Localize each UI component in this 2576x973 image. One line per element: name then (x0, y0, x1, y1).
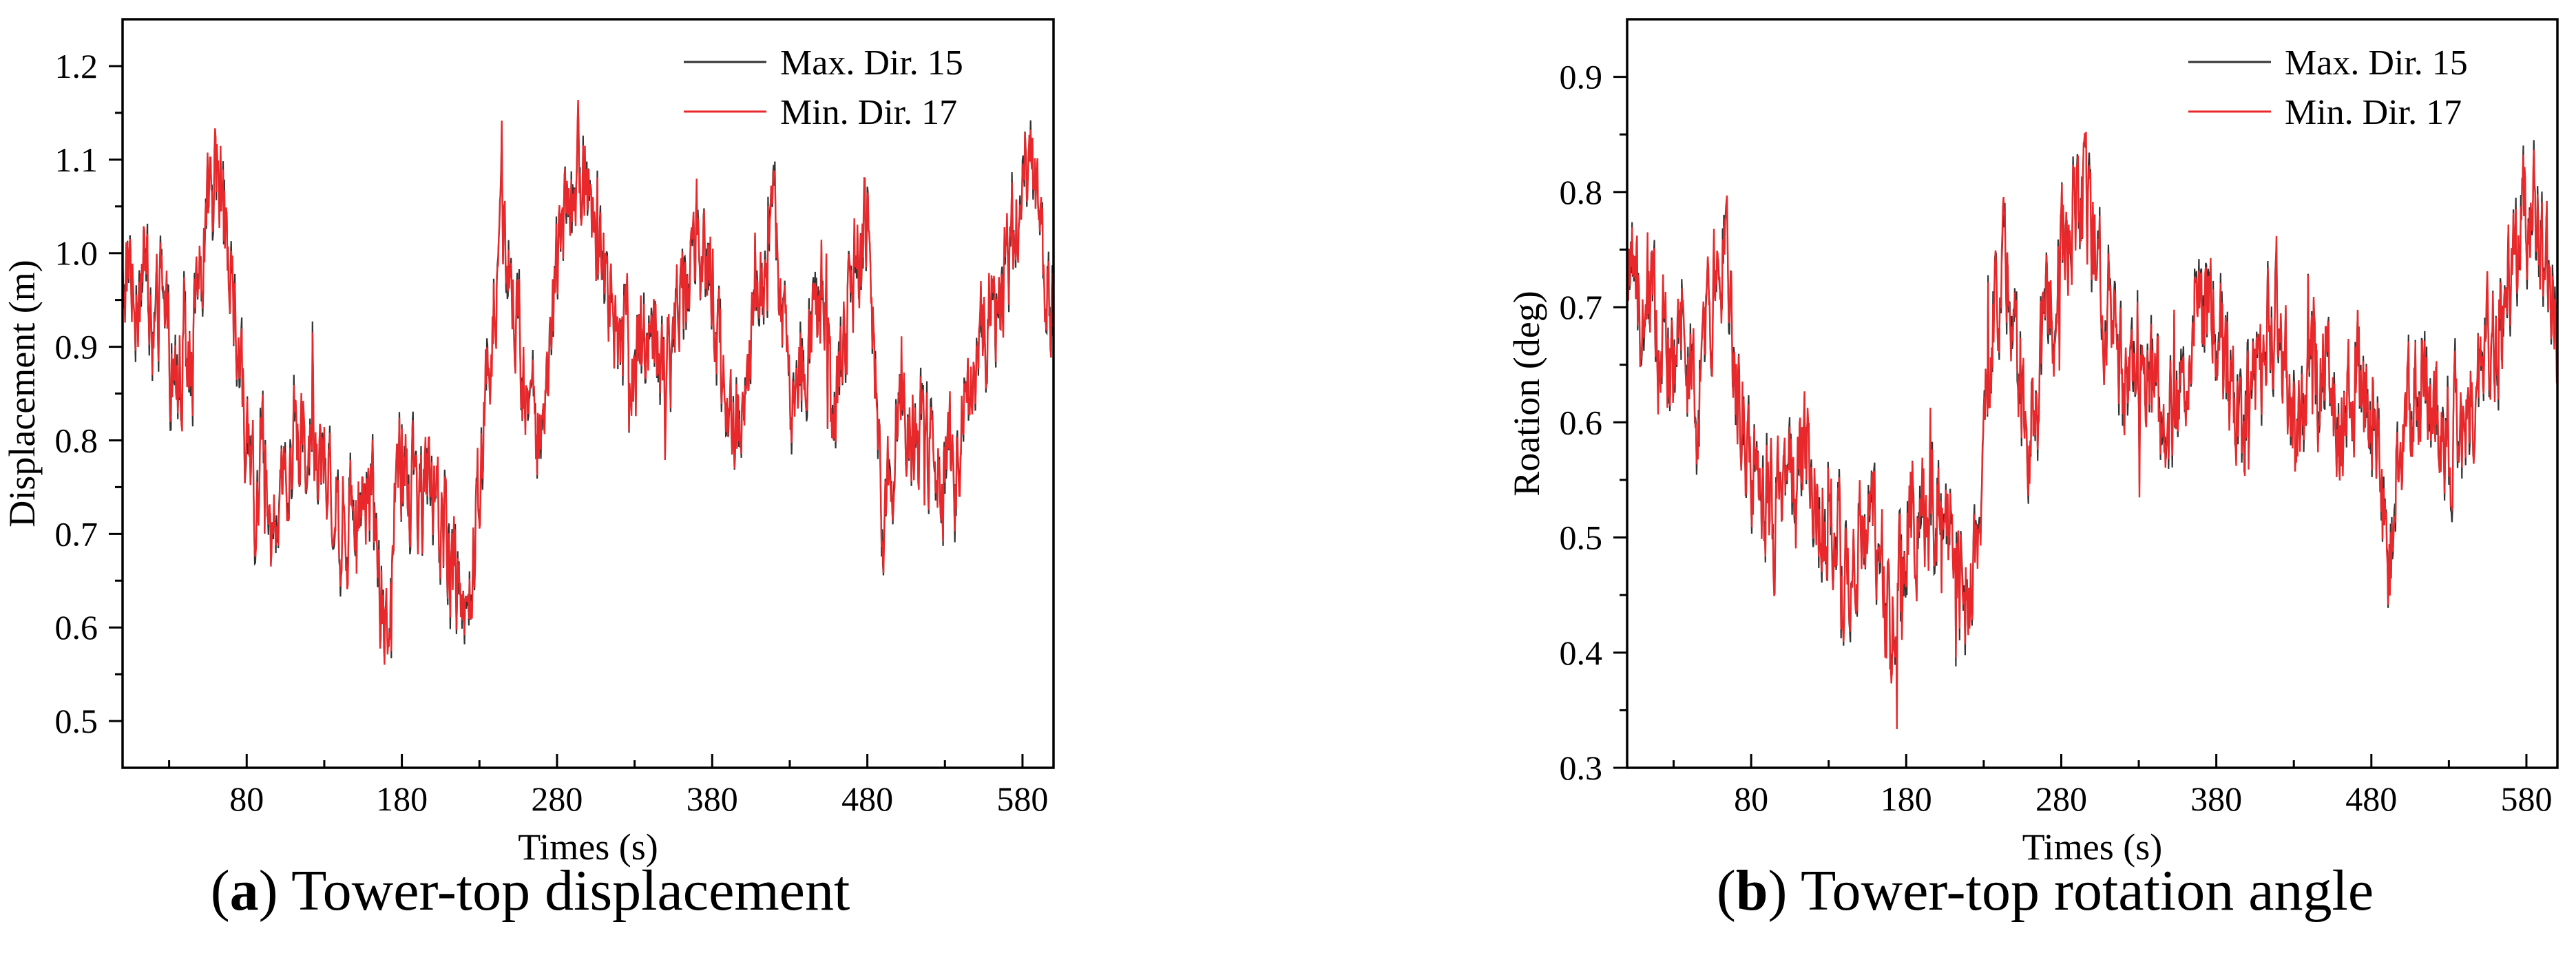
plot-frame (1626, 18, 2559, 769)
x-tick-label: 80 (229, 780, 264, 818)
series-line-min-dir-17 (1627, 132, 2557, 729)
x-tick-label: 80 (1734, 780, 1768, 818)
y-tick-label: 1.1 (55, 140, 98, 179)
y-tick-label: 0.5 (1560, 519, 1603, 557)
x-tick-label: 280 (531, 780, 583, 818)
y-tick-label: 0.8 (1560, 173, 1603, 211)
x-tick-label: 180 (1881, 780, 1932, 818)
legend-label-min-dir-17: Min. Dir. 17 (780, 93, 957, 132)
caption-b-letter: b (1735, 859, 1768, 923)
caption-a-letter: a (229, 859, 259, 923)
x-tick-label: 280 (2035, 780, 2087, 818)
caption-b: (b) Tower-top rotation angle (1716, 859, 2374, 923)
y-tick-label: 0.5 (55, 702, 98, 740)
legend-label-max-dir-15: Max. Dir. 15 (2285, 43, 2468, 83)
x-tick-label: 480 (2345, 780, 2397, 818)
y-axis-label: Displacement (m) (1, 260, 43, 527)
y-tick-label: 0.9 (55, 328, 98, 366)
y-tick-label: 0.4 (1560, 634, 1603, 672)
x-tick-label: 380 (687, 780, 738, 818)
y-axis-label: Roation (deg) (1506, 291, 1547, 496)
y-tick-label: 0.6 (55, 608, 98, 647)
legend-label-max-dir-15: Max. Dir. 15 (780, 43, 963, 83)
x-axis-label: Times (s) (2022, 826, 2163, 868)
x-tick-label: 580 (996, 780, 1048, 818)
y-tick-label: 0.9 (1560, 58, 1603, 96)
y-tick-label: 0.6 (1560, 403, 1603, 441)
x-tick-label: 480 (841, 780, 893, 818)
series-line-min-dir-17 (123, 99, 1054, 665)
chart-panel-a: 80 180 280 380 480 580 0.5 0.6 0.7 0.8 0.9 1.0 1.1 1.… (1, 18, 1055, 868)
chart-panel-b: 80 180 280 380 480 580 0.3 0.4 0.5 0.6 0.7 0.8 0.9 Ti… (1506, 18, 2559, 868)
y-tick-label: 0.8 (55, 421, 98, 459)
x-axis-label: Times (s) (518, 826, 658, 868)
y-tick-label: 0.7 (55, 514, 98, 553)
x-tick-label: 180 (376, 780, 428, 818)
caption-a: (a) Tower-top displacement (210, 859, 850, 923)
x-tick-label: 580 (2500, 780, 2552, 818)
x-tick-label: 380 (2190, 780, 2242, 818)
caption-b-text: Tower-top rotation angle (1801, 859, 2374, 923)
legend-label-min-dir-17: Min. Dir. 17 (2285, 93, 2462, 132)
y-tick-label: 0.3 (1560, 749, 1603, 787)
y-tick-label: 0.7 (1560, 288, 1603, 326)
caption-a-text: Tower-top displacement (291, 859, 850, 923)
y-tick-label: 1.0 (55, 234, 98, 273)
y-tick-label: 1.2 (55, 47, 98, 85)
